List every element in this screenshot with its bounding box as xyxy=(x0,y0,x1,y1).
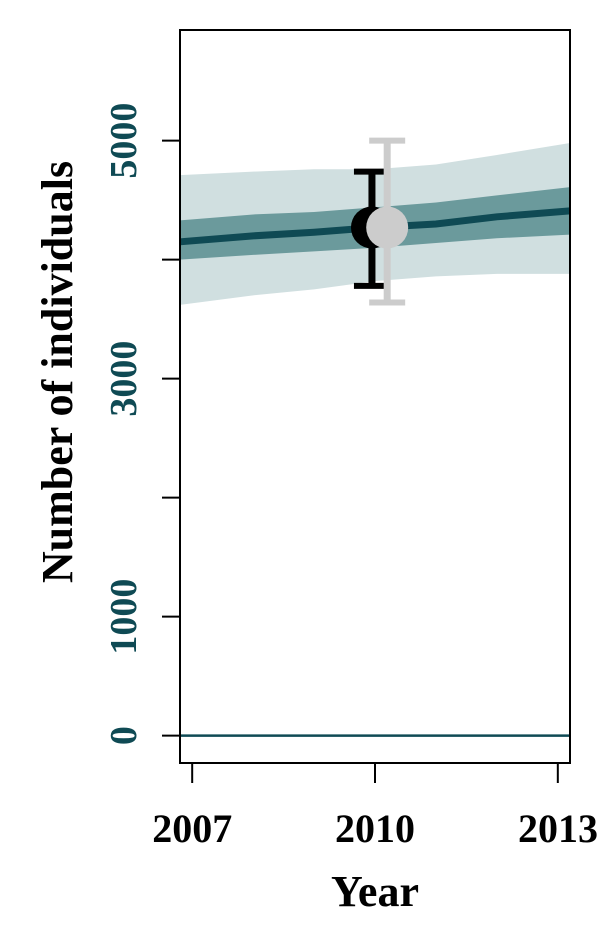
y-tick-label: 5000 xyxy=(103,103,145,179)
y-axis: 0 1000 3000 5000 xyxy=(103,103,180,745)
point-estimates xyxy=(350,137,409,306)
x-axis-title: Year xyxy=(331,867,419,916)
x-tick-label: 2010 xyxy=(335,806,415,851)
estimate-2 xyxy=(366,137,409,306)
y-tick-label: 3000 xyxy=(103,341,145,417)
estimate-point xyxy=(366,206,409,249)
y-tick-label: 0 xyxy=(103,726,145,745)
x-tick-label: 2013 xyxy=(518,806,598,851)
y-tick-label: 1000 xyxy=(103,579,145,655)
x-tick-label: 2007 xyxy=(152,806,232,851)
x-axis: 2007 2010 2013 xyxy=(152,763,598,851)
y-axis-title: Number of individuals xyxy=(33,161,82,583)
